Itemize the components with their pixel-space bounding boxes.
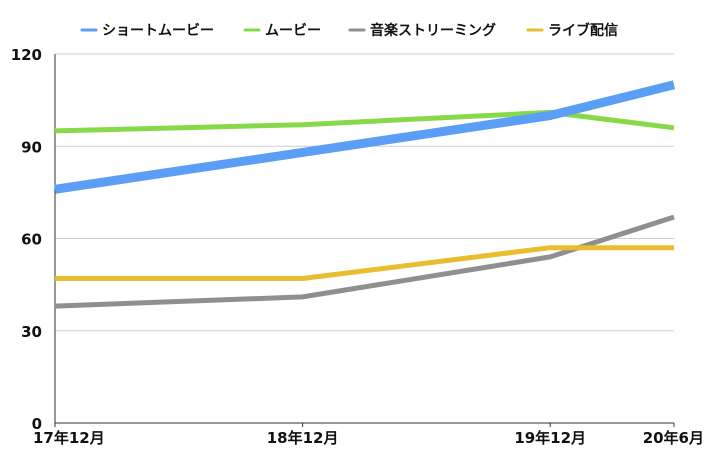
series-line-0 [54, 80, 676, 194]
x-tick-label-1: 18年12月 [267, 429, 339, 447]
x-tick-label-0: 17年12月 [33, 429, 105, 447]
legend: ショートムービー ムービー 音楽ストリーミング ライブ配信 [80, 22, 618, 39]
axes: 0 30 60 90 120 17年12月 18年12月 19年12月 20年6月 [11, 46, 704, 447]
series-line-3 [55, 245, 674, 281]
series-lines [54, 80, 676, 309]
x-tick-label-3: 20年6月 [643, 429, 704, 447]
y-tick-label-120: 120 [11, 46, 42, 64]
series-line-1 [54, 109, 675, 134]
legend-label-1: ムービー [265, 23, 321, 39]
y-tick-label-0: 0 [32, 415, 42, 433]
y-tick-label-60: 60 [21, 231, 42, 249]
legend-label-0: ショートムービー [102, 23, 214, 39]
y-tick-label-90: 90 [21, 138, 42, 156]
legend-label-3: ライブ配信 [548, 22, 618, 39]
legend-label-2: 音楽ストリーミング [370, 22, 496, 39]
series-line-2 [54, 214, 675, 309]
x-tick-label-2: 19年12月 [514, 429, 586, 447]
y-tick-label-30: 30 [21, 323, 42, 341]
